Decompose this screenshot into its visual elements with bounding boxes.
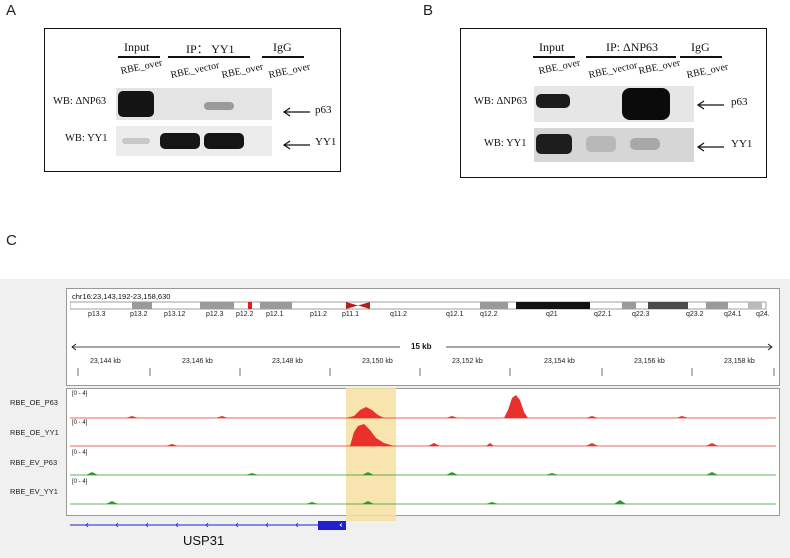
panel-a-letter: A — [6, 2, 17, 19]
track-range-oe-p63: [0 - 4] — [72, 391, 88, 397]
band-label: p12.1 — [266, 311, 284, 318]
scale-label: 15 kb — [411, 342, 432, 351]
panel-a-target-yy1: YY1 — [315, 136, 337, 148]
coverage-track-ev-yy1 — [70, 500, 776, 505]
track-range-ev-yy1: [0 - 4] — [72, 479, 88, 485]
panel-a-header-ip: IP： YY1 — [186, 42, 235, 56]
band-label: q22.1 — [594, 311, 612, 318]
panel-b-arrow-yy1 — [696, 139, 726, 157]
panel-a-row-label-yy1: WB: YY1 — [65, 133, 108, 144]
gene-model-usp31[interactable] — [66, 518, 366, 532]
panel-b-blot-yy1 — [534, 128, 694, 162]
band-label: p11.2 — [310, 311, 327, 318]
band-label: q11.2 — [390, 311, 407, 318]
band-label: p11.1 — [342, 311, 359, 318]
track-label-oe-yy1[interactable]: RBE_OE_YY1 — [10, 428, 59, 437]
ruler-tick-label: 23,154 kb — [544, 358, 575, 365]
panel-b-blot-p63 — [534, 86, 694, 122]
panel-b-header-igg: IgG — [691, 40, 710, 54]
data-track-panel — [66, 388, 780, 516]
panel-a-arrow-p63 — [282, 104, 312, 122]
panel-b-igg-underline — [680, 56, 722, 58]
panel-b-band-input-p63 — [536, 94, 570, 108]
band-label: q24. — [756, 311, 770, 318]
panel-a-blot-p63 — [116, 88, 272, 120]
track-range-ev-p63: [0 - 4] — [72, 450, 88, 456]
track-label-ev-yy1[interactable]: RBE_EV_YY1 — [10, 487, 58, 496]
ideogram-band-labels: p13.3 p13.2 p13.12 p12.3 p12.2 p12.1 p11… — [70, 311, 774, 321]
panel-a-band-input-yy1 — [122, 138, 150, 144]
panel-b-ip-underline — [586, 56, 676, 58]
chromosome-ideogram — [70, 301, 767, 310]
band-label: q12.1 — [446, 311, 464, 318]
panel-a-band-over-yy1 — [204, 133, 244, 149]
band-label: p13.3 — [88, 311, 106, 318]
gene-label: USP31 — [183, 533, 225, 548]
locus-label[interactable]: chr16:23,143,192-23,158,630 — [72, 292, 171, 301]
panel-a-header-input: Input — [124, 40, 150, 54]
panel-b-row-label-p63: WB: ΔNP63 — [474, 96, 528, 107]
panel-b-input-underline — [533, 56, 575, 58]
panel-b-header-ip: IP: ΔNP63 — [606, 40, 659, 54]
band-label: q21 — [546, 311, 558, 318]
ruler-tick-label: 23,148 kb — [272, 358, 303, 365]
panel-a-band-vector-yy1 — [160, 133, 200, 149]
panel-a-row-label-p63: WB: ΔNP63 — [53, 96, 107, 107]
panel-a-band-input-p63 — [118, 91, 154, 117]
panel-b-header-input: Input — [539, 40, 565, 54]
ruler-tick-label: 23,150 kb — [362, 358, 393, 365]
track-label-oe-p63[interactable]: RBE_OE_P63 — [10, 398, 58, 407]
band-label: p12.3 — [206, 311, 224, 318]
panel-a-arrow-yy1 — [282, 137, 312, 155]
band-label: p12.2 — [236, 311, 254, 318]
band-label: q24.1 — [724, 311, 742, 318]
scale-bar — [71, 343, 773, 351]
ruler-tick-label: 23,156 kb — [634, 358, 665, 365]
panel-b-target-yy1: YY1 — [731, 138, 753, 150]
band-label: p13.2 — [130, 311, 148, 318]
ruler-tick-label: 23,146 kb — [182, 358, 213, 365]
coordinate-ruler: 23,144 kb 23,146 kb 23,148 kb 23,150 kb … — [70, 358, 776, 380]
panel-b-band-ip-p63 — [622, 88, 670, 120]
panel-b-arrow-p63 — [696, 97, 726, 115]
coverage-track-oe-p63 — [70, 395, 776, 419]
panel-b-band-vector-yy1 — [586, 136, 616, 152]
track-range-oe-yy1: [0 - 4] — [72, 420, 88, 426]
panel-b-row-label-yy1: WB: YY1 — [484, 138, 527, 149]
panel-a-ip-underline — [168, 56, 250, 58]
band-label: q12.2 — [480, 311, 498, 318]
track-label-ev-p63[interactable]: RBE_EV_P63 — [10, 458, 58, 467]
ruler-tick-label: 23,158 kb — [724, 358, 755, 365]
band-label: q23.2 — [686, 311, 704, 318]
panel-b-letter: B — [423, 2, 434, 19]
panel-a-blot-yy1 — [116, 126, 272, 156]
panel-a-band-ip-p63 — [204, 102, 234, 110]
panel-a-target-p63: p63 — [315, 104, 332, 116]
ruler-ticks — [77, 368, 775, 376]
panel-a-igg-underline — [262, 56, 304, 58]
band-label: p13.12 — [164, 311, 186, 318]
panel-a-input-underline — [118, 56, 160, 58]
panel-b-band-over-yy1 — [630, 138, 660, 150]
ruler-tick-label: 23,144 kb — [90, 358, 121, 365]
panel-b-band-input-yy1 — [536, 134, 572, 154]
band-label: q22.3 — [632, 311, 650, 318]
ruler-tick-label: 23,152 kb — [452, 358, 483, 365]
panel-c-letter: C — [6, 232, 17, 249]
coverage-track-oe-yy1 — [70, 424, 776, 447]
coverage-track-ev-p63 — [70, 472, 776, 476]
coverage-tracks — [70, 395, 776, 505]
panel-b-target-p63: p63 — [731, 96, 748, 108]
panel-a-header-igg: IgG — [273, 40, 292, 54]
